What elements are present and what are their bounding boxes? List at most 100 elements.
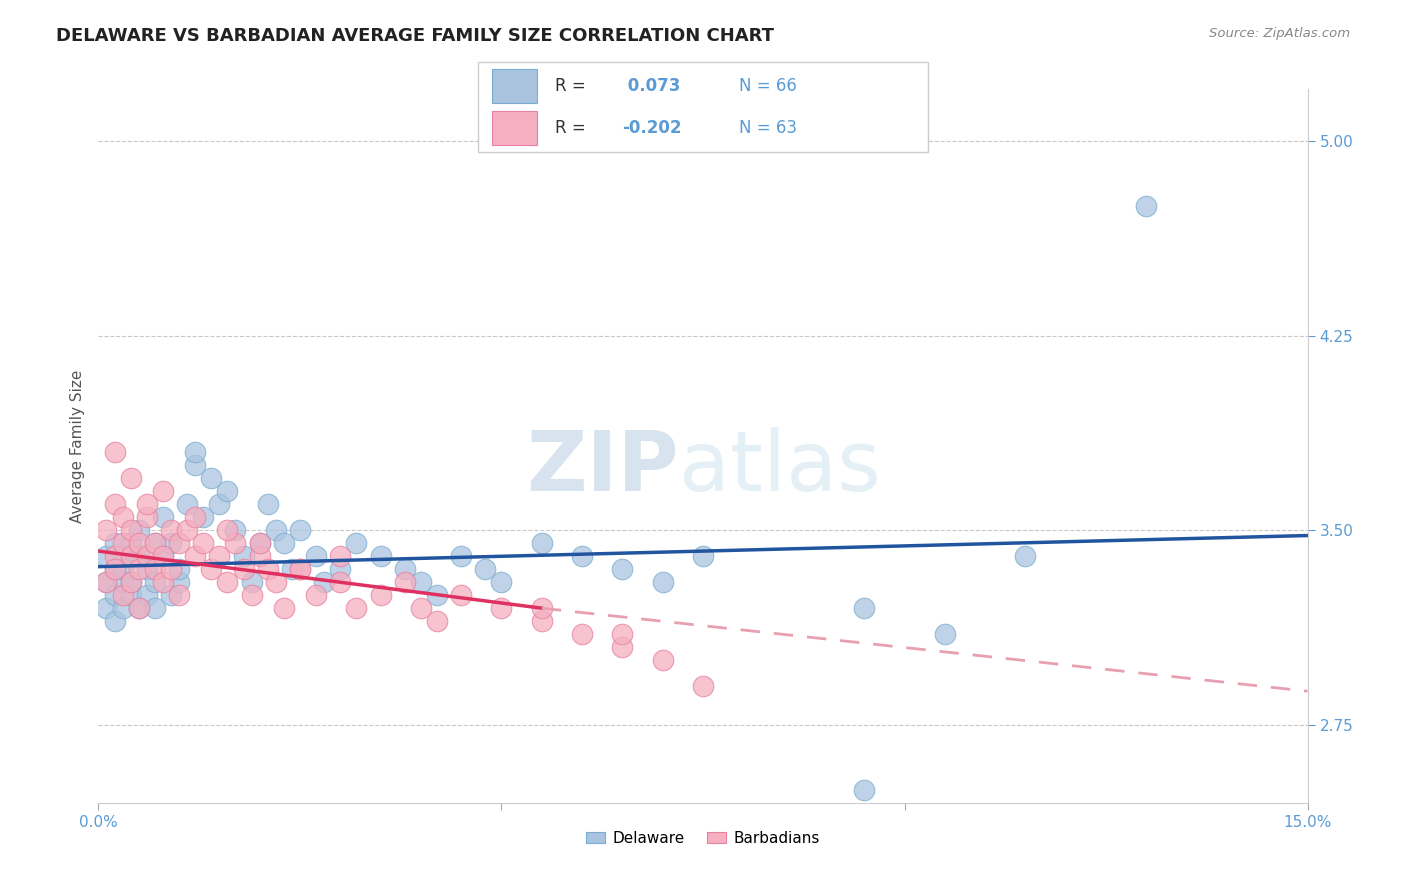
Point xyxy=(474,562,496,576)
Point xyxy=(103,445,125,459)
Point xyxy=(450,549,472,564)
Point xyxy=(128,562,150,576)
Point xyxy=(853,601,876,615)
Point xyxy=(314,575,336,590)
Point xyxy=(273,536,295,550)
Point xyxy=(111,588,134,602)
Text: N = 66: N = 66 xyxy=(740,77,797,95)
Point xyxy=(96,575,118,590)
Point xyxy=(111,549,134,564)
Point xyxy=(120,536,142,550)
Point xyxy=(692,549,714,564)
Point xyxy=(974,809,997,823)
Point xyxy=(1014,549,1036,564)
Point xyxy=(288,562,311,576)
Point xyxy=(200,471,222,485)
FancyBboxPatch shape xyxy=(492,111,537,145)
Point xyxy=(612,627,634,641)
Point xyxy=(240,588,263,602)
Point xyxy=(305,588,328,602)
Point xyxy=(571,549,593,564)
Point xyxy=(111,562,134,576)
Point xyxy=(184,549,207,564)
Point xyxy=(612,640,634,654)
Point xyxy=(152,575,174,590)
Point xyxy=(232,562,254,576)
FancyBboxPatch shape xyxy=(492,69,537,103)
Point xyxy=(152,510,174,524)
Point xyxy=(208,497,231,511)
Point xyxy=(135,562,157,576)
Point xyxy=(143,536,166,550)
Point xyxy=(329,549,352,564)
Point xyxy=(264,524,287,538)
Point xyxy=(160,536,183,550)
Point xyxy=(394,575,416,590)
Point xyxy=(853,782,876,797)
Point xyxy=(128,524,150,538)
Point xyxy=(103,497,125,511)
Point xyxy=(111,510,134,524)
Text: 0.073: 0.073 xyxy=(621,77,681,95)
Point xyxy=(288,562,311,576)
Point xyxy=(692,679,714,693)
Point xyxy=(184,510,207,524)
Point xyxy=(249,536,271,550)
Point xyxy=(152,549,174,564)
Point xyxy=(103,562,125,576)
Point xyxy=(193,510,215,524)
Point xyxy=(176,497,198,511)
Point xyxy=(329,575,352,590)
Point xyxy=(329,562,352,576)
Point xyxy=(167,588,190,602)
Point xyxy=(344,536,367,550)
Point xyxy=(135,510,157,524)
Point xyxy=(120,575,142,590)
Point xyxy=(530,536,553,550)
Point xyxy=(200,562,222,576)
Point xyxy=(217,484,239,499)
Point xyxy=(167,562,190,576)
Point xyxy=(394,562,416,576)
Point xyxy=(135,588,157,602)
Point xyxy=(176,524,198,538)
Point xyxy=(409,575,432,590)
Point xyxy=(184,458,207,473)
Point xyxy=(256,497,278,511)
Point xyxy=(224,524,246,538)
Point xyxy=(103,562,125,576)
Point xyxy=(128,536,150,550)
Point xyxy=(96,601,118,615)
Point xyxy=(103,536,125,550)
Point xyxy=(651,575,673,590)
Point xyxy=(167,575,190,590)
Point xyxy=(135,497,157,511)
Point xyxy=(370,588,392,602)
Point xyxy=(217,524,239,538)
Point xyxy=(128,601,150,615)
Point xyxy=(264,575,287,590)
Point xyxy=(651,653,673,667)
Point xyxy=(249,549,271,564)
Point xyxy=(934,627,956,641)
Point xyxy=(409,601,432,615)
Text: ZIP: ZIP xyxy=(526,427,679,508)
Point xyxy=(232,549,254,564)
Point xyxy=(96,575,118,590)
Point xyxy=(1135,199,1157,213)
Point xyxy=(128,549,150,564)
Point xyxy=(111,575,134,590)
Point xyxy=(103,549,125,564)
Point xyxy=(143,536,166,550)
Point xyxy=(143,575,166,590)
Point xyxy=(256,562,278,576)
Point xyxy=(111,601,134,615)
Point xyxy=(426,588,449,602)
Point xyxy=(426,614,449,628)
Point xyxy=(288,524,311,538)
Text: -0.202: -0.202 xyxy=(621,119,682,136)
Point xyxy=(160,524,183,538)
Point xyxy=(135,549,157,564)
Point xyxy=(530,601,553,615)
Point xyxy=(612,562,634,576)
